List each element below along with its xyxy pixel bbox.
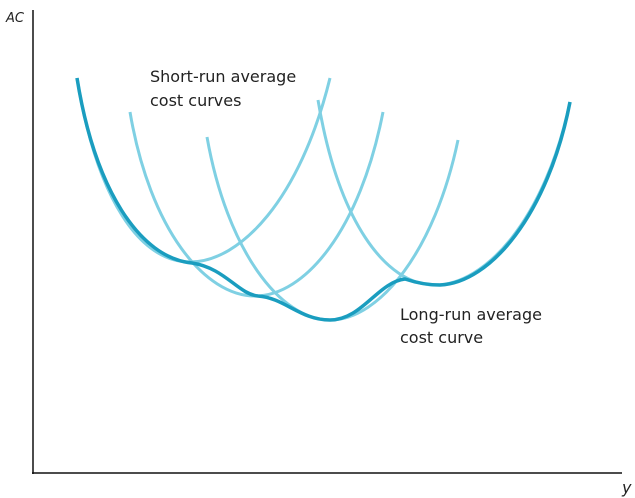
x-axis-label: y	[621, 478, 632, 497]
annotation: Long-run average	[400, 305, 542, 324]
annotation: Short-run average	[150, 67, 296, 86]
annotation: cost curve	[400, 328, 483, 347]
annotation: cost curves	[150, 91, 241, 110]
long-run-curve	[75, 77, 572, 322]
y-axis-label: AC	[5, 11, 25, 26]
